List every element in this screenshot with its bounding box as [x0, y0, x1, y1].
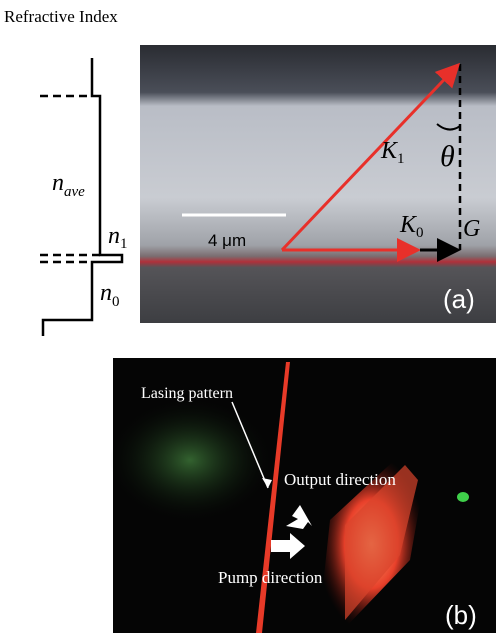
label-base: n — [108, 223, 120, 249]
label-base: n — [52, 170, 64, 196]
label-base: n — [100, 280, 112, 306]
label-sub: 0 — [112, 294, 120, 310]
n-0: n0 — [100, 280, 120, 310]
green-spot — [457, 492, 469, 502]
annotation: Lasing pattern — [141, 385, 233, 402]
panel-label: (a) — [443, 284, 475, 314]
g-label: G — [463, 216, 480, 242]
page: Refractive Index nave n1 n0 4 μm K1 K0 G… — [0, 0, 496, 633]
green-glow — [110, 400, 270, 520]
theta-label: θ — [440, 140, 455, 173]
panel-label: (b) — [445, 600, 477, 630]
label-sub: 0 — [416, 225, 424, 241]
annotation: Output direction — [284, 470, 396, 489]
label-sub: ave — [64, 184, 85, 200]
label-sub: 1 — [120, 236, 128, 252]
n-1: n1 — [108, 223, 128, 252]
label-sub: 1 — [397, 151, 405, 167]
axis-title: Refractive Index — [4, 7, 118, 26]
figure: Refractive Index nave n1 n0 4 μm K1 K0 G… — [0, 0, 496, 633]
micrograph — [140, 45, 496, 323]
n-ave: nave — [52, 170, 85, 200]
annotation: Pump direction — [218, 568, 323, 587]
scale-label: 4 μm — [208, 231, 246, 250]
